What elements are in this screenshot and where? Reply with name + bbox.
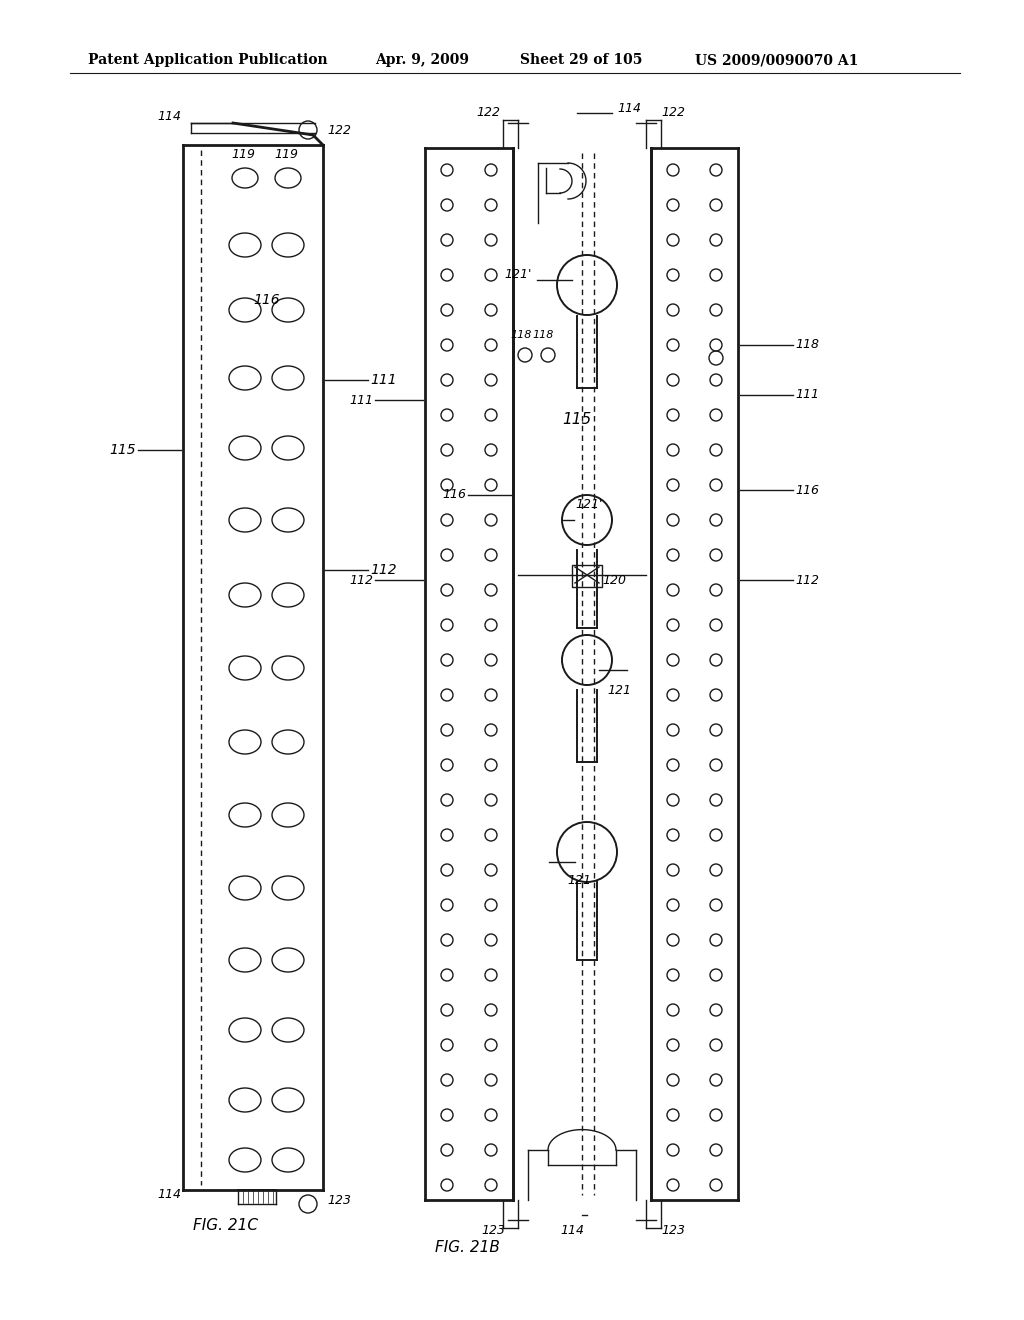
Text: 118: 118 [510, 330, 531, 341]
Text: 114: 114 [157, 1188, 181, 1201]
Text: 121': 121' [505, 268, 532, 281]
Text: Patent Application Publication: Patent Application Publication [88, 53, 328, 67]
Text: 119: 119 [274, 149, 298, 161]
Text: 112: 112 [795, 573, 819, 586]
Text: 111: 111 [795, 388, 819, 401]
Text: 121: 121 [607, 684, 631, 697]
Text: 115: 115 [110, 444, 136, 457]
Text: Apr. 9, 2009: Apr. 9, 2009 [375, 53, 469, 67]
Text: 118: 118 [795, 338, 819, 351]
Text: 123: 123 [327, 1193, 351, 1206]
Bar [572, 565, 602, 587]
Text: Sheet 29 of 105: Sheet 29 of 105 [520, 53, 642, 67]
Text: 116: 116 [795, 483, 819, 496]
Text: 121: 121 [567, 874, 591, 887]
Text: FIG. 21B: FIG. 21B [435, 1241, 500, 1255]
Text: 122: 122 [327, 124, 351, 137]
Text: 121': 121' [575, 499, 602, 511]
Text: 123: 123 [662, 1224, 685, 1237]
Text: 114: 114 [560, 1224, 584, 1237]
Text: FIG. 21C: FIG. 21C [193, 1217, 258, 1233]
Text: 111: 111 [370, 374, 396, 387]
Text: 118: 118 [532, 330, 554, 341]
Text: 112: 112 [370, 564, 396, 577]
Text: 116: 116 [253, 293, 280, 308]
Text: 120: 120 [602, 573, 626, 586]
Text: 123: 123 [481, 1224, 505, 1237]
Text: 119: 119 [231, 149, 255, 161]
Text: 114: 114 [157, 111, 181, 124]
Text: 122: 122 [476, 107, 500, 120]
Text: 122: 122 [662, 107, 685, 120]
Text: 112: 112 [349, 573, 373, 586]
Text: 111: 111 [349, 393, 373, 407]
Text: 116: 116 [442, 488, 466, 502]
Text: 114: 114 [617, 102, 641, 115]
Text: 115: 115 [562, 412, 592, 428]
Text: US 2009/0090070 A1: US 2009/0090070 A1 [695, 53, 858, 67]
